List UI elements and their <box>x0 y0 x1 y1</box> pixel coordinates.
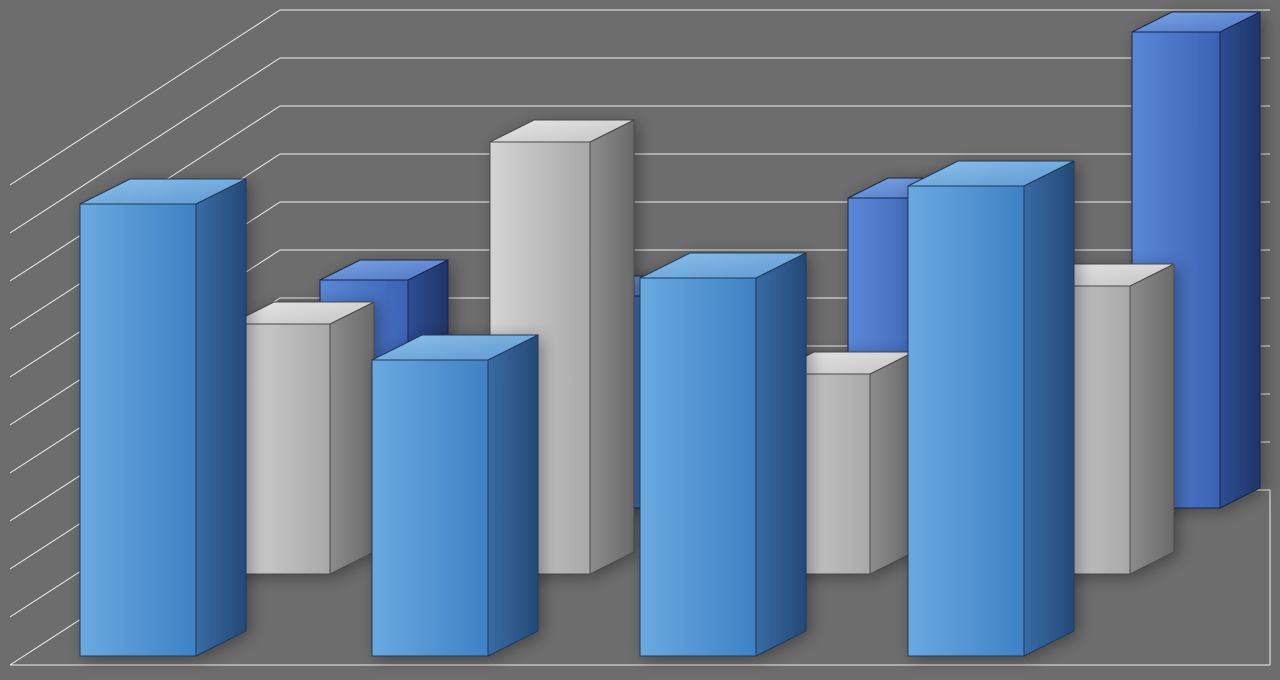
front-bar <box>372 335 538 656</box>
front-bar <box>80 179 246 656</box>
front-bar <box>640 253 806 656</box>
front-bar <box>908 161 1074 656</box>
bar-chart-3d <box>0 0 1280 680</box>
middle-bar <box>230 302 374 574</box>
